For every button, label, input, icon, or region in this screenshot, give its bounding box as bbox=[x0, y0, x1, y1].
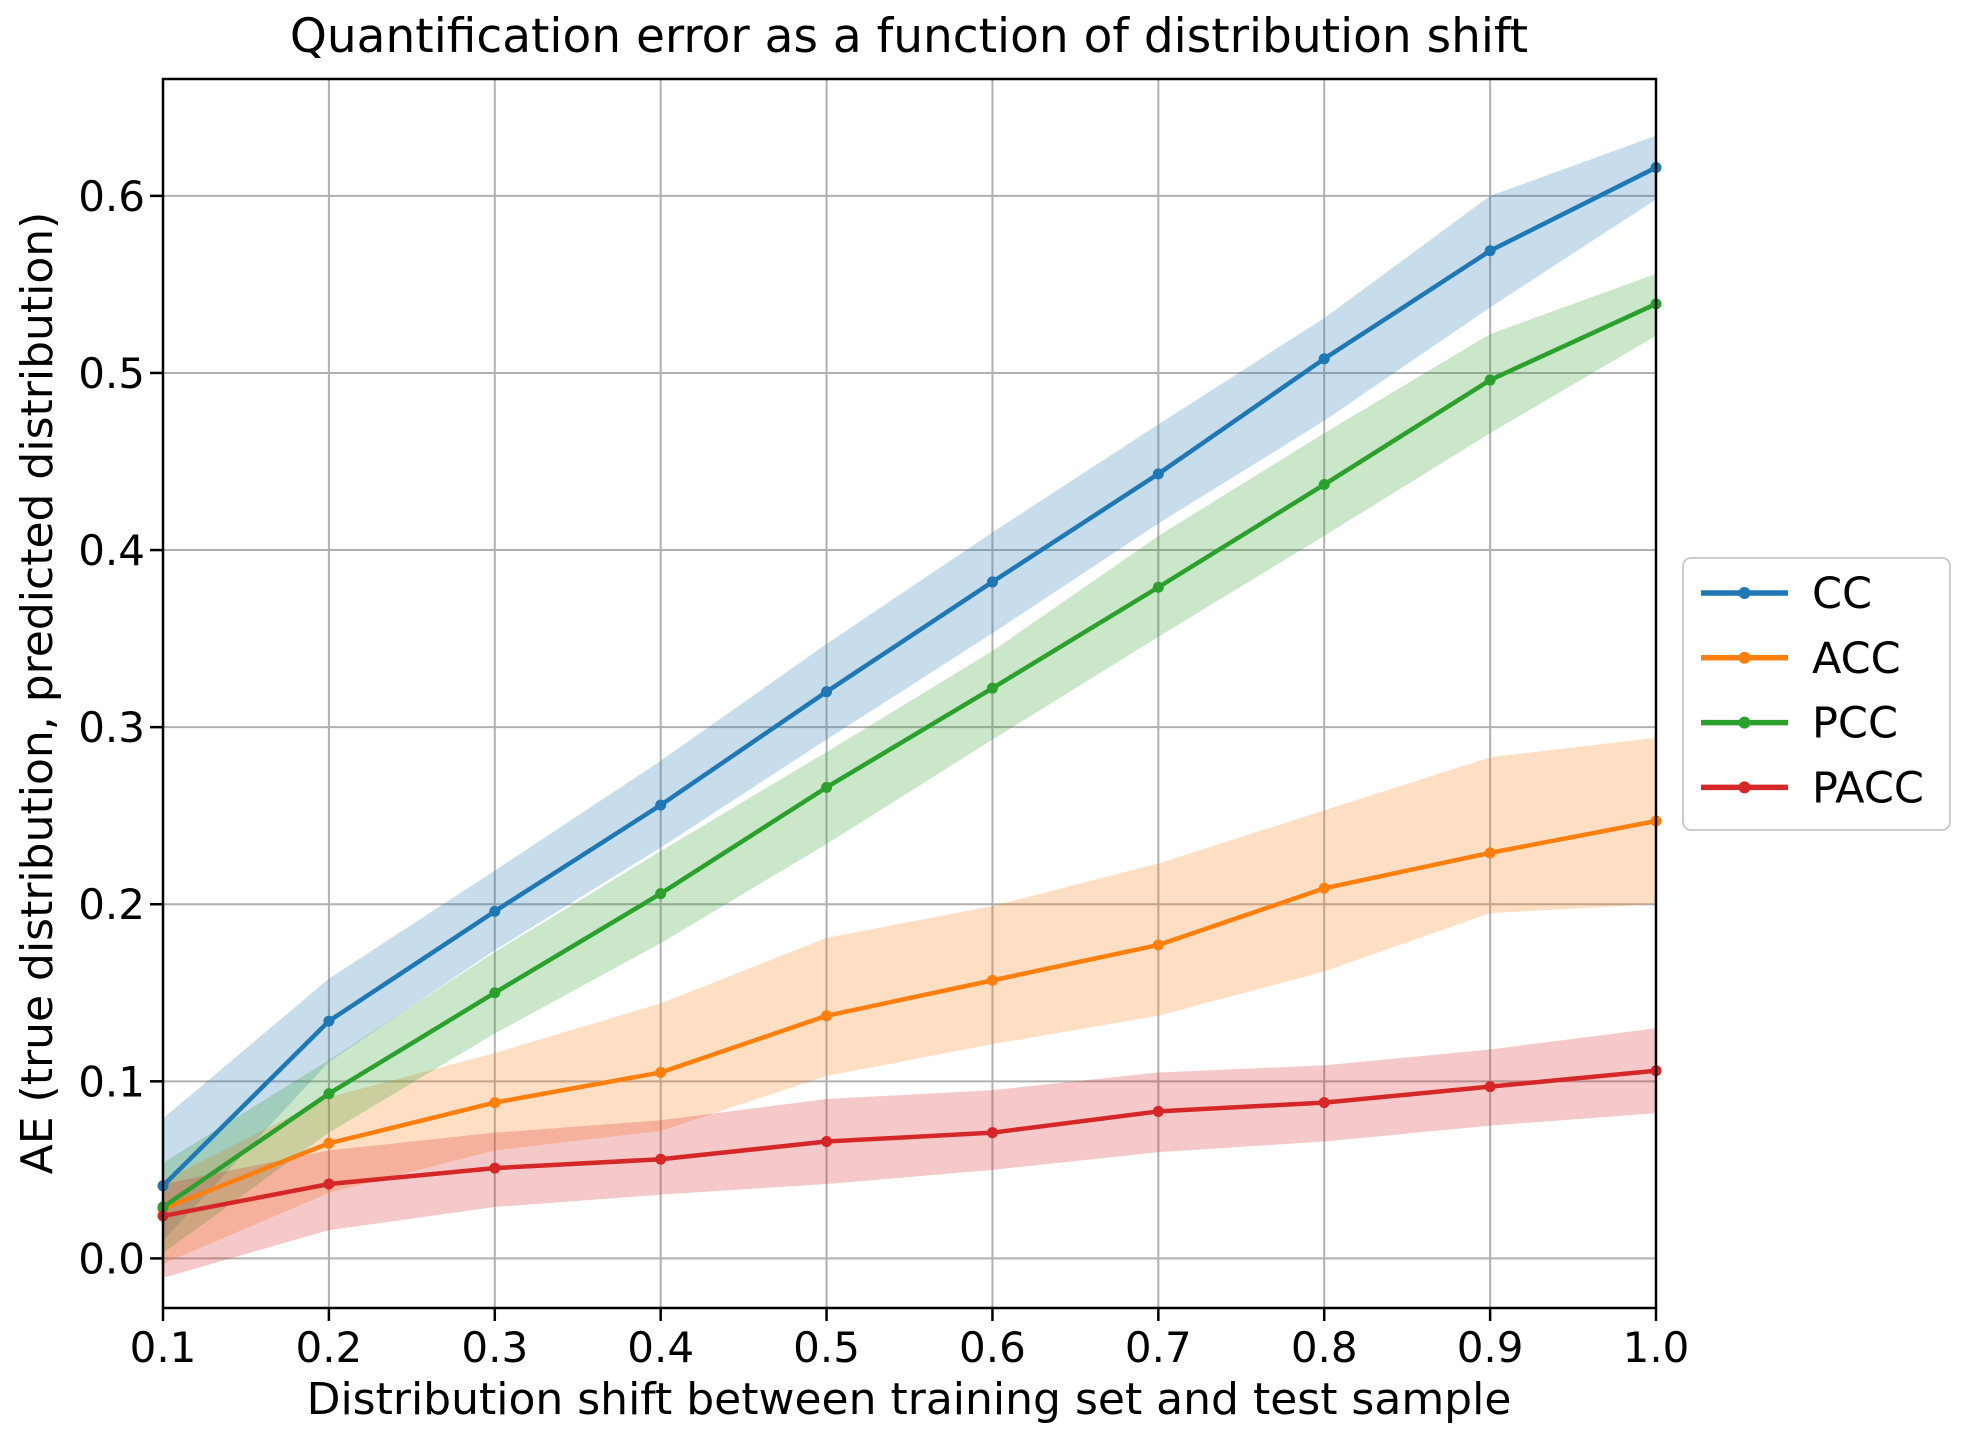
x-tick-label: 1.0 bbox=[1623, 1323, 1690, 1372]
marker-ACC bbox=[323, 1137, 335, 1149]
marker-ACC bbox=[1152, 939, 1164, 951]
line-PCC bbox=[160, 301, 1659, 1210]
marker-PACC bbox=[1484, 1081, 1496, 1093]
marker-CC bbox=[655, 799, 667, 811]
x-tick-label: 0.9 bbox=[1457, 1323, 1524, 1372]
y-tick-label: 0.5 bbox=[78, 349, 145, 398]
marker-PCC bbox=[1484, 374, 1496, 386]
marker-PCC bbox=[655, 888, 667, 900]
y-tick-label: 0.6 bbox=[78, 172, 145, 221]
marker-CC bbox=[986, 576, 998, 588]
legend-item-PACC: PACC bbox=[1701, 763, 1924, 813]
x-tick-label: 0.4 bbox=[627, 1323, 694, 1372]
legend-label: PCC bbox=[1812, 699, 1898, 749]
marker-PACC bbox=[986, 1127, 998, 1139]
y-tick-label: 0.3 bbox=[78, 703, 145, 752]
line-ACC bbox=[160, 818, 1659, 1212]
plot-border bbox=[161, 77, 1658, 1310]
band-PCC bbox=[163, 273, 1656, 1254]
marker-PACC bbox=[655, 1153, 667, 1165]
marker-CC bbox=[821, 686, 833, 698]
legend-marker bbox=[1738, 716, 1751, 729]
marker-CC bbox=[489, 905, 501, 917]
band-CC bbox=[163, 135, 1656, 1241]
legend-item-ACC: ACC bbox=[1701, 634, 1901, 684]
x-tick-label: 0.6 bbox=[959, 1323, 1026, 1372]
marker-PACC bbox=[489, 1162, 501, 1174]
marker-ACC bbox=[489, 1097, 501, 1109]
legend-item-CC: CC bbox=[1701, 569, 1872, 619]
marker-ACC bbox=[821, 1010, 833, 1022]
marker-ACC bbox=[986, 974, 998, 986]
y-tick-label: 0.4 bbox=[78, 526, 145, 575]
x-tick-label: 0.2 bbox=[295, 1323, 362, 1372]
legend-label: ACC bbox=[1812, 634, 1901, 684]
series-PCC bbox=[157, 298, 1662, 1213]
marker-ACC bbox=[1484, 847, 1496, 859]
marker-PCC bbox=[1318, 479, 1330, 491]
y-tick-label: 0.1 bbox=[78, 1057, 145, 1106]
line-PACC bbox=[160, 1068, 1659, 1219]
x-tick-label: 0.8 bbox=[1291, 1323, 1358, 1372]
chart-title: Quantification error as a function of di… bbox=[290, 9, 1528, 64]
marker-PCC bbox=[489, 987, 501, 999]
legend-item-PCC: PCC bbox=[1701, 699, 1898, 749]
x-axis-label: Distribution shift between training set … bbox=[307, 1374, 1512, 1425]
x-tick-label: 0.7 bbox=[1125, 1323, 1192, 1372]
marker-CC bbox=[1484, 245, 1496, 257]
marker-ACC bbox=[1318, 882, 1330, 894]
legend-box bbox=[1682, 557, 1951, 831]
marker-CC bbox=[323, 1015, 335, 1027]
series-CC bbox=[157, 162, 1662, 1192]
x-tick-label: 0.3 bbox=[461, 1323, 528, 1372]
x-tick-label: 0.1 bbox=[130, 1323, 197, 1372]
y-axis-label: AE (true distribution, predicted distrib… bbox=[12, 212, 63, 1175]
legend-marker bbox=[1738, 781, 1751, 794]
marker-PACC bbox=[323, 1178, 335, 1190]
line-CC bbox=[160, 165, 1659, 1189]
marker-PCC bbox=[1152, 581, 1164, 593]
axis-ticks: 0.1 0.2 0.3 0.4 0.5 0.6 0.7 0.8 0.9 1.0 0.0 0.1 0.2 0… bbox=[78, 172, 1689, 1372]
marker-PACC bbox=[1152, 1105, 1164, 1117]
band-PACC bbox=[163, 1028, 1656, 1278]
marker-PACC bbox=[821, 1136, 833, 1148]
marker-CC bbox=[1318, 353, 1330, 365]
x-tick-label: 0.5 bbox=[793, 1323, 860, 1372]
marker-ACC bbox=[655, 1066, 667, 1078]
y-tick-label: 0.2 bbox=[78, 880, 145, 929]
band-ACC bbox=[163, 737, 1656, 1264]
legend-label: PACC bbox=[1812, 763, 1924, 813]
marker-PCC bbox=[323, 1088, 335, 1100]
y-tick-label: 0.0 bbox=[78, 1234, 145, 1283]
marker-PACC bbox=[1318, 1097, 1330, 1109]
legend-marker bbox=[1738, 587, 1751, 599]
series-PACC bbox=[157, 1065, 1662, 1222]
legend-marker bbox=[1738, 651, 1751, 664]
legend: CC ACC PCC PACC bbox=[1682, 557, 1951, 831]
series-lines bbox=[157, 162, 1662, 1222]
confidence-bands bbox=[163, 135, 1656, 1278]
legend-label: CC bbox=[1812, 569, 1872, 619]
marker-CC bbox=[1152, 468, 1164, 480]
marker-PCC bbox=[986, 682, 998, 694]
marker-PCC bbox=[821, 781, 833, 793]
